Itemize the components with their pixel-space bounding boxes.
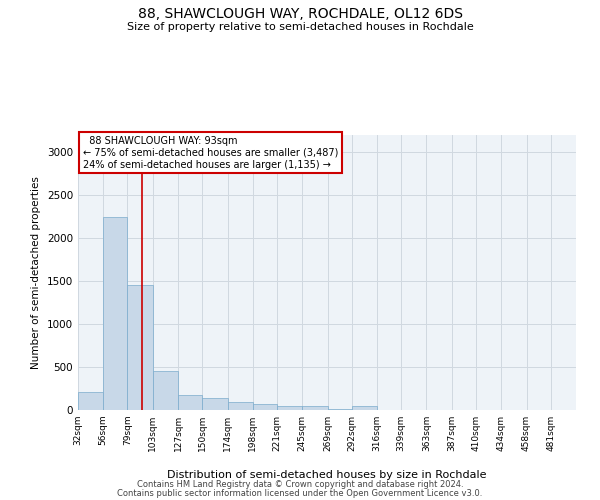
Bar — [253, 404, 277, 410]
Bar — [328, 409, 352, 410]
Text: 88, SHAWCLOUGH WAY, ROCHDALE, OL12 6DS: 88, SHAWCLOUGH WAY, ROCHDALE, OL12 6DS — [137, 8, 463, 22]
Bar — [127, 286, 153, 410]
Bar — [227, 402, 253, 410]
Text: 88 SHAWCLOUGH WAY: 93sqm
← 75% of semi-detached houses are smaller (3,487)
24% o: 88 SHAWCLOUGH WAY: 93sqm ← 75% of semi-d… — [83, 136, 338, 170]
Bar — [178, 396, 202, 410]
Text: Contains public sector information licensed under the Open Government Licence v3: Contains public sector information licen… — [118, 488, 482, 498]
Bar — [78, 392, 103, 410]
Bar — [103, 216, 127, 410]
Bar — [277, 406, 302, 410]
Bar — [352, 406, 377, 410]
Bar — [202, 398, 227, 410]
Y-axis label: Number of semi-detached properties: Number of semi-detached properties — [31, 176, 41, 369]
Bar — [302, 406, 328, 410]
Text: Distribution of semi-detached houses by size in Rochdale: Distribution of semi-detached houses by … — [167, 470, 487, 480]
Text: Size of property relative to semi-detached houses in Rochdale: Size of property relative to semi-detach… — [127, 22, 473, 32]
Bar — [153, 372, 178, 410]
Text: Contains HM Land Registry data © Crown copyright and database right 2024.: Contains HM Land Registry data © Crown c… — [137, 480, 463, 489]
